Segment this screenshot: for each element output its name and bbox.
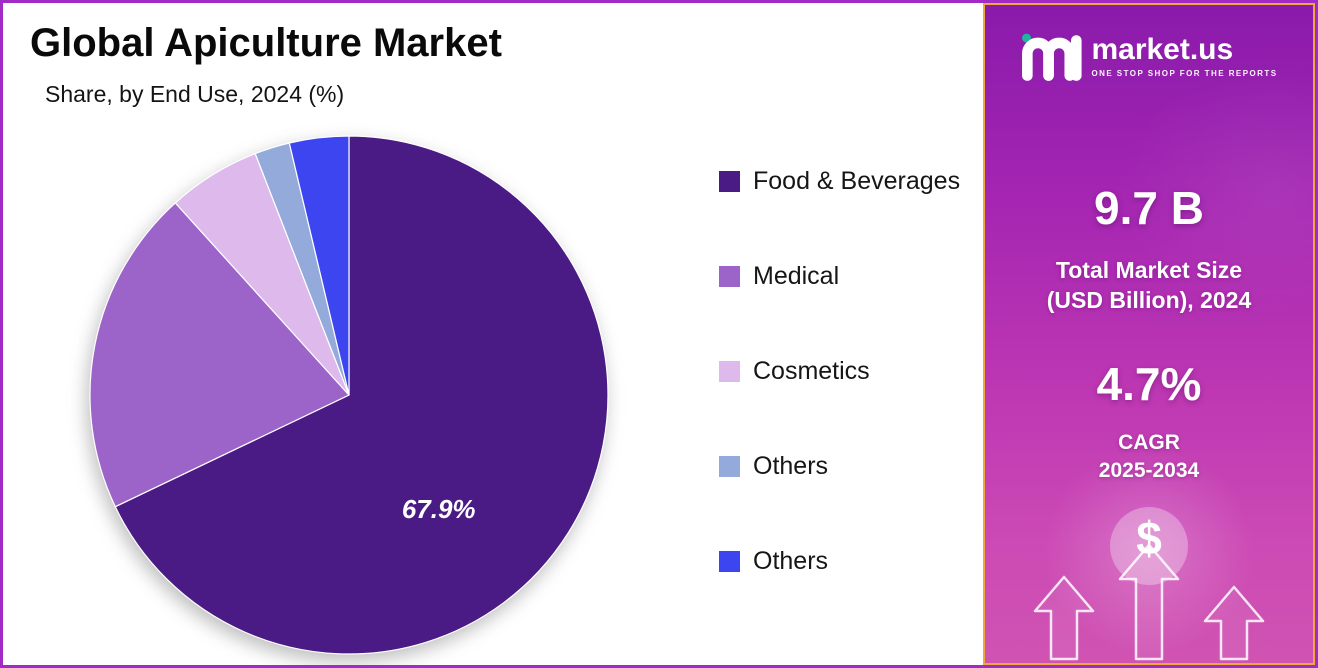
legend-swatch-icon [719, 266, 740, 287]
chart-area: Global Apiculture Market Share, by End U… [3, 3, 983, 665]
brand: market.us ONE STOP SHOP FOR THE REPORTS [985, 31, 1313, 81]
up-arrow-right-icon [1203, 585, 1265, 661]
legend-label: Food & Beverages [753, 167, 961, 195]
up-arrow-left-icon [1033, 575, 1095, 661]
pie-slice-0-food-beverages [114, 135, 609, 655]
brand-panel: market.us ONE STOP SHOP FOR THE REPORTS … [983, 3, 1315, 665]
pie-slice-4-others [288, 135, 350, 396]
legend-item-2: Cosmetics [719, 357, 960, 386]
cagr-value: 4.7% [1096, 358, 1202, 410]
pie-slice-1-medical [89, 202, 350, 508]
legend-label: Others [753, 452, 829, 480]
total-market-size-label-line2: (USD Billion), 2024 [1046, 287, 1252, 314]
legend-label: Others [753, 547, 829, 575]
legend-item-0: Food & Beverages [719, 167, 960, 196]
pie-data-label: 67.9% [402, 494, 476, 524]
legend-label: Cosmetics [753, 357, 870, 385]
total-market-size-value: 9.7 B [1094, 182, 1204, 234]
cagr-label-line2: 2025-2034 [1098, 458, 1200, 482]
pie-chart: 67.9% [89, 135, 609, 655]
chart-subtitle: Share, by End Use, 2024 (%) [45, 81, 345, 107]
legend-label: Medical [753, 262, 840, 290]
chart-title: Global Apiculture Market [30, 21, 502, 65]
legend-swatch-icon [719, 551, 740, 572]
brand-tagline: ONE STOP SHOP FOR THE REPORTS [1091, 68, 1278, 78]
legend-item-3: Others [719, 452, 960, 481]
up-arrow-middle-icon [1118, 543, 1180, 661]
total-market-size-label-line1: Total Market Size [1055, 257, 1243, 283]
cagr-label-line1: CAGR [1118, 431, 1180, 454]
legend-item-1: Medical [719, 262, 960, 291]
legend: Food & Beverages Medical Cosmetics Others Ot… [719, 167, 960, 576]
brand-name: market.us [1091, 32, 1234, 66]
legend-swatch-icon [719, 456, 740, 477]
legend-swatch-icon [719, 361, 740, 382]
pie [89, 135, 609, 655]
cagr-label: CAGR 2025-2034 [985, 429, 1313, 484]
legend-swatch-icon [719, 171, 740, 192]
marketus-logo-icon [1022, 33, 1083, 81]
legend-item-4: Others [719, 547, 960, 576]
brand-text: market.us ONE STOP SHOP FOR THE REPORTS [1091, 32, 1278, 78]
total-market-size-label: Total Market Size (USD Billion), 2024 [985, 255, 1313, 316]
growth-arrows-icon [1033, 543, 1265, 661]
